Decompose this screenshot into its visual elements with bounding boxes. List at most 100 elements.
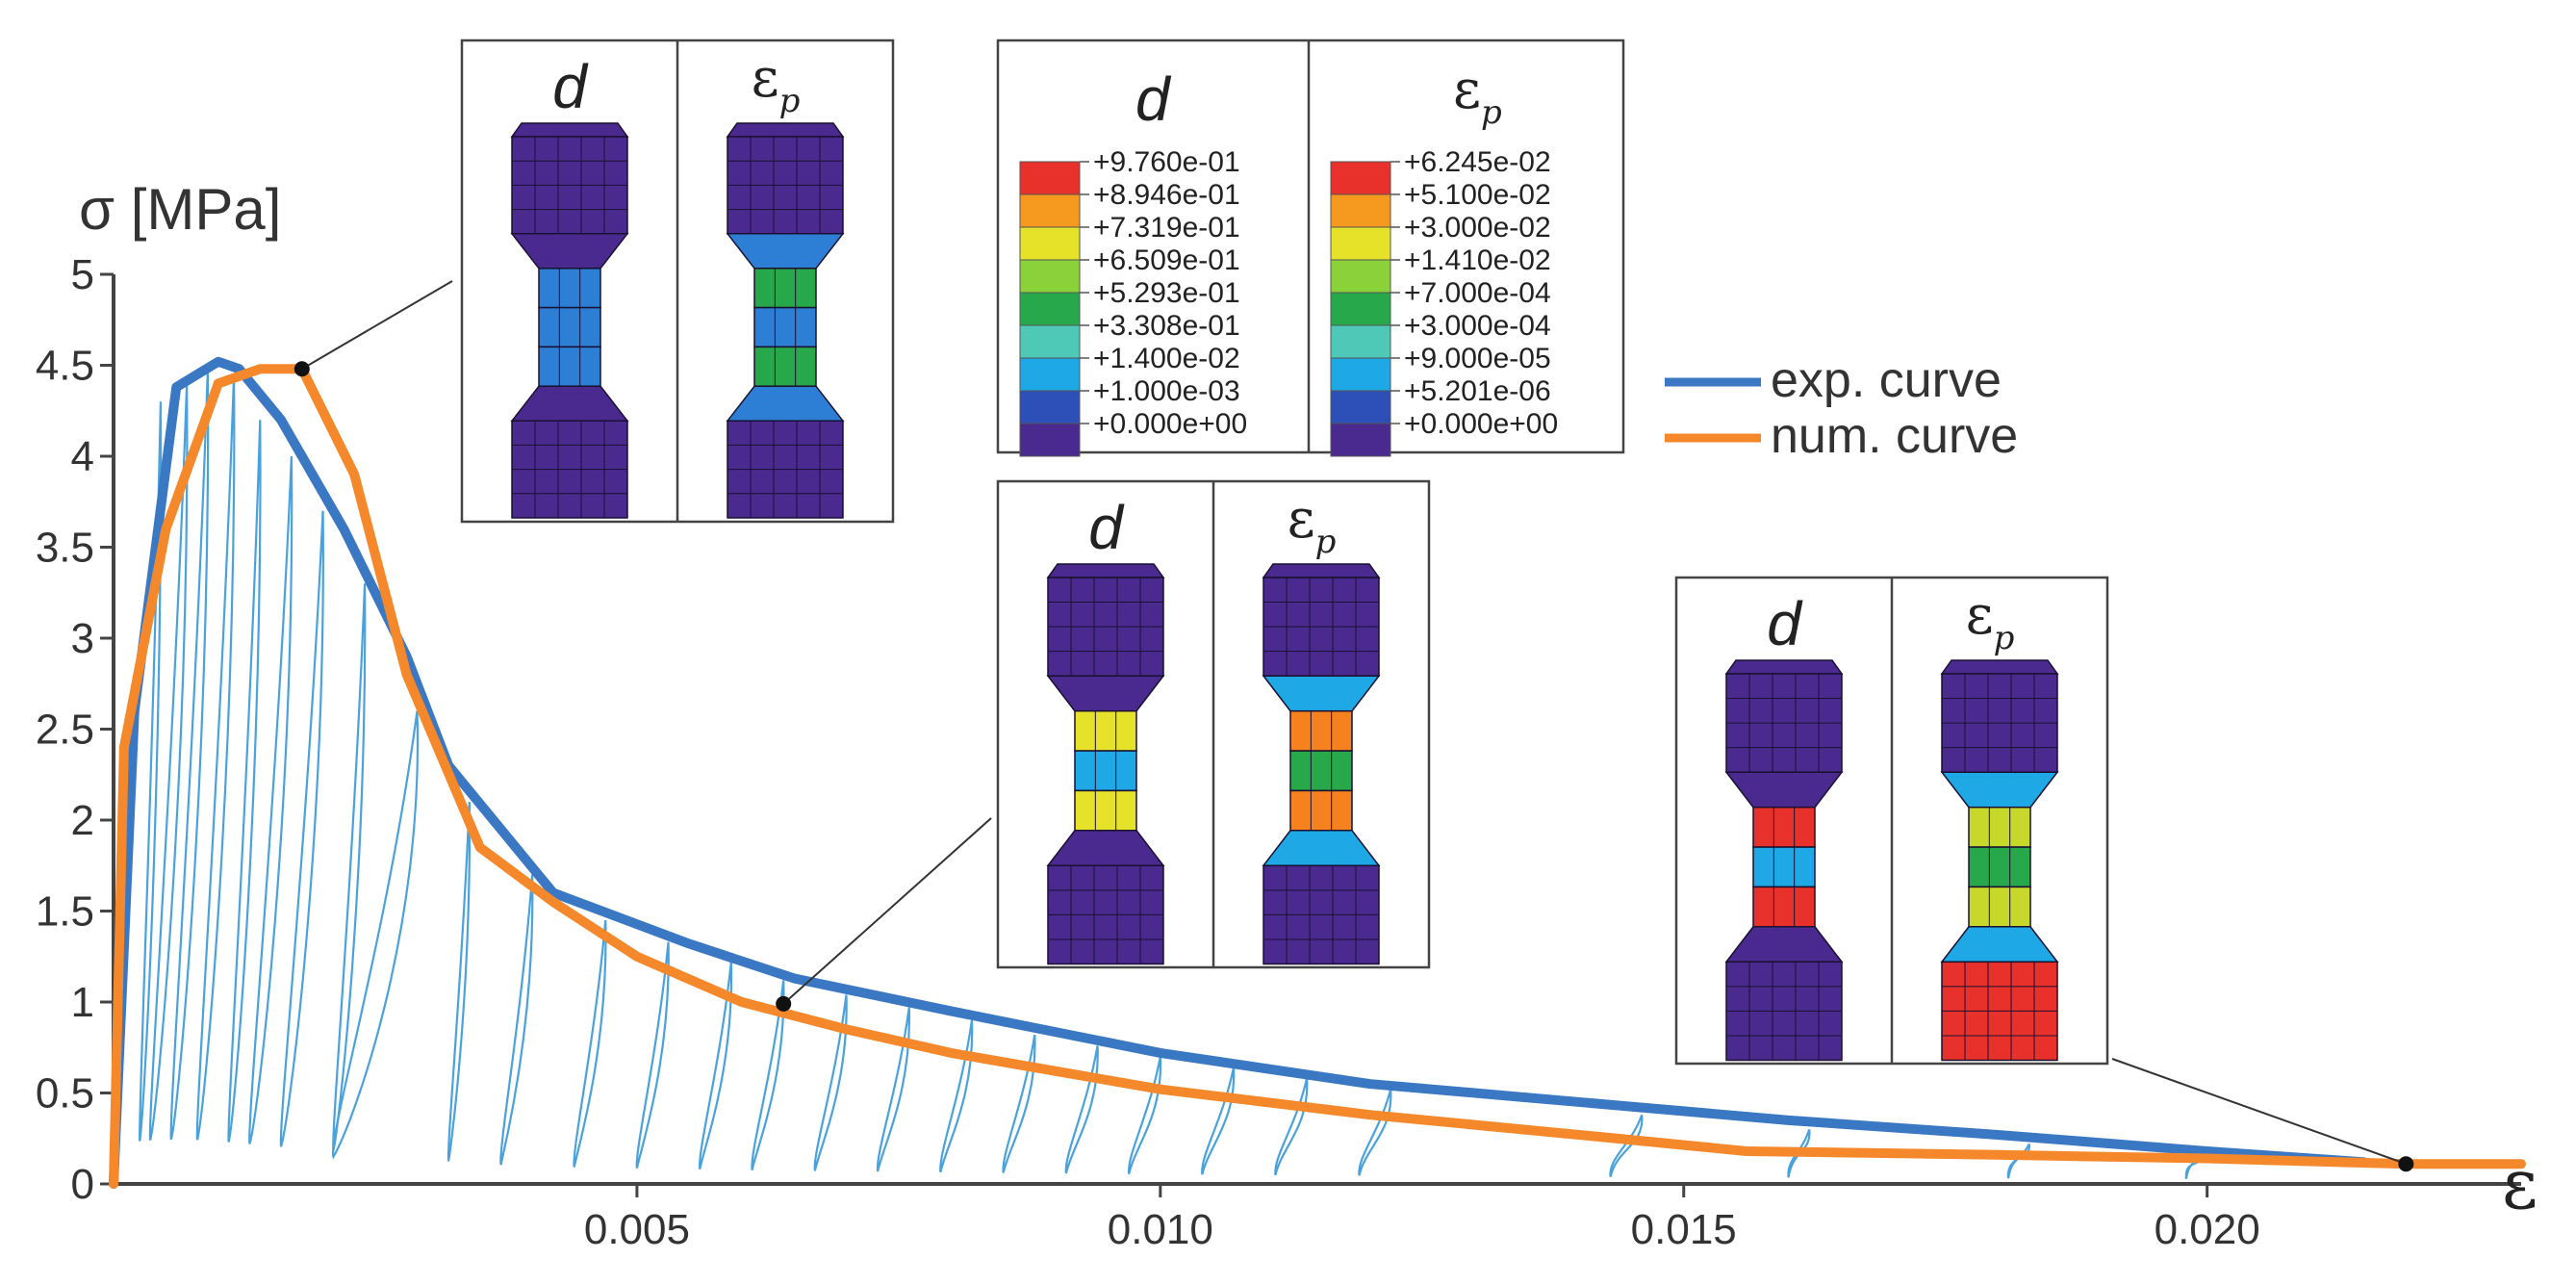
unloading-loop — [331, 710, 420, 1160]
y-tick-label: 4.5 — [36, 343, 94, 390]
x-tick-label: 0.020 — [2155, 1206, 2260, 1253]
y-axis-title: σ [MPa] — [79, 177, 281, 242]
unloading-loops — [138, 369, 2208, 1179]
unloading-loop — [1128, 1056, 1162, 1174]
unloading-loop — [939, 1019, 974, 1172]
inset-softening: d εp — [996, 479, 1431, 969]
colorbar-swatch — [1019, 324, 1081, 359]
x-tick-label: 0.010 — [1108, 1206, 1213, 1253]
x-tick-label: 0.005 — [584, 1206, 690, 1253]
specimen-top-face — [1724, 659, 1844, 675]
colorbar-d-scale: +9.760e-01+8.946e-01+7.319e-01+6.509e-01… — [1019, 146, 1247, 457]
inset-ep-title: εp — [1288, 488, 1337, 561]
colorbar-label: +8.946e-01 — [1093, 179, 1240, 211]
colorbar-swatch — [1330, 161, 1391, 195]
specimen-neck-band — [1968, 806, 2031, 848]
colorbar-label: +5.293e-01 — [1093, 277, 1240, 309]
specimen-neck-band — [1074, 709, 1137, 752]
y-tick-label: 4 — [71, 433, 94, 480]
specimen-neck-band — [1752, 886, 1816, 928]
specimen-neck-band — [1752, 806, 1816, 848]
unloading-loop — [635, 941, 670, 1169]
inset-d-title: d — [1767, 589, 1803, 658]
specimen-neck-band — [1968, 846, 2031, 888]
inset-ep-base: ε — [1966, 584, 1994, 647]
specimen-neck-band — [538, 268, 601, 309]
y-tick-label: 0 — [71, 1161, 94, 1208]
colorbar-swatch — [1019, 292, 1081, 326]
colorbar-swatch — [1019, 193, 1081, 228]
unloading-loop — [751, 980, 785, 1170]
y-tick-label: 3 — [71, 615, 94, 662]
y-tick-label: 1 — [71, 979, 94, 1026]
unloading-loop — [195, 373, 236, 1141]
leader-line — [2111, 1058, 2407, 1166]
leader-line — [782, 817, 992, 1005]
specimen-neck-band — [538, 346, 601, 387]
inset-d-title: d — [1088, 493, 1125, 562]
colorbar-label: +5.100e-02 — [1404, 179, 1551, 211]
unloading-loop — [876, 1007, 910, 1172]
colorbar-swatch — [1019, 161, 1081, 195]
specimen-neck-band — [538, 306, 601, 348]
marked-point — [2398, 1156, 2414, 1172]
unloading-loop — [698, 962, 733, 1169]
colorbar-swatch — [1330, 292, 1391, 326]
unloading-loop — [1609, 1114, 1644, 1177]
y-tick-label: 3.5 — [36, 525, 94, 572]
colorbar-swatch — [1330, 226, 1391, 261]
inset-ep-title: εp — [752, 47, 801, 120]
colorbar-label: +1.410e-02 — [1404, 244, 1551, 276]
colorbar-label: +0.000e+00 — [1404, 408, 1558, 440]
specimen-top-face — [1262, 563, 1381, 578]
unloading-loop — [227, 420, 262, 1143]
inset-ep-title: εp — [1966, 584, 2015, 657]
colorbar-swatch — [1330, 324, 1391, 359]
inset-ep-base: ε — [752, 47, 779, 110]
y-tick-label: 0.5 — [36, 1070, 94, 1118]
y-tick-label: 2 — [71, 797, 94, 844]
colorbar-swatch — [1019, 423, 1081, 457]
y-tick-label: 5 — [71, 251, 94, 298]
x-tick-label: 0.015 — [1631, 1206, 1737, 1253]
colorbar-swatch — [1330, 357, 1391, 392]
ticks: 0 0.5 1 1.5 2 2.5 3 3.5 4 4.5 5 0.005 0.010 0.015 0.02… — [36, 251, 2260, 1253]
leader-line — [301, 280, 453, 371]
y-tick-label: 1.5 — [36, 888, 94, 936]
specimen-neck-band — [1074, 750, 1137, 792]
exp-curve-line — [109, 356, 2369, 1189]
colorbar-label: +0.000e+00 — [1093, 408, 1247, 440]
marked-point — [293, 361, 310, 377]
marked-points — [293, 361, 2414, 1172]
specimen-top-face — [1046, 563, 1165, 578]
colorbar-swatch — [1019, 390, 1081, 424]
unloading-loop — [1201, 1067, 1236, 1175]
series-lines — [109, 356, 2526, 1189]
colorbar-swatch — [1330, 193, 1391, 228]
colorbar-swatch — [1019, 226, 1081, 261]
unloading-loop — [1002, 1034, 1036, 1173]
leader-lines — [301, 280, 2407, 1166]
colorbar-frame — [996, 39, 1625, 454]
colorbar-label: +6.509e-01 — [1093, 244, 1240, 276]
inset-failure: d εp — [1674, 576, 2109, 1066]
unloading-loop — [279, 510, 324, 1147]
colorbar-label: +7.319e-01 — [1093, 212, 1240, 244]
specimen-neck-band — [753, 346, 817, 387]
x-axis-title: ε — [2502, 1144, 2538, 1224]
colorbar-label: +1.000e-03 — [1093, 375, 1240, 407]
unloading-loop — [248, 455, 293, 1144]
unloading-loop — [446, 802, 472, 1162]
colorbar-panel: d εp +9.760e-01+8.946e-01+7.319e-01+6.50… — [996, 39, 1625, 457]
colorbar-label: +3.308e-01 — [1093, 310, 1240, 342]
unloading-loop — [813, 994, 848, 1171]
specimen-neck-band — [1289, 789, 1353, 832]
colorbar-ep-sub: p — [1481, 93, 1502, 132]
unloading-loop — [169, 369, 210, 1141]
colorbar-ep-title: εp — [1453, 59, 1502, 132]
specimen-top-face — [1940, 659, 2059, 675]
legend: exp. curve num. curve — [1665, 352, 2018, 464]
colorbar-d-title: d — [1135, 64, 1172, 134]
colorbar-label: +5.201e-06 — [1404, 375, 1551, 407]
